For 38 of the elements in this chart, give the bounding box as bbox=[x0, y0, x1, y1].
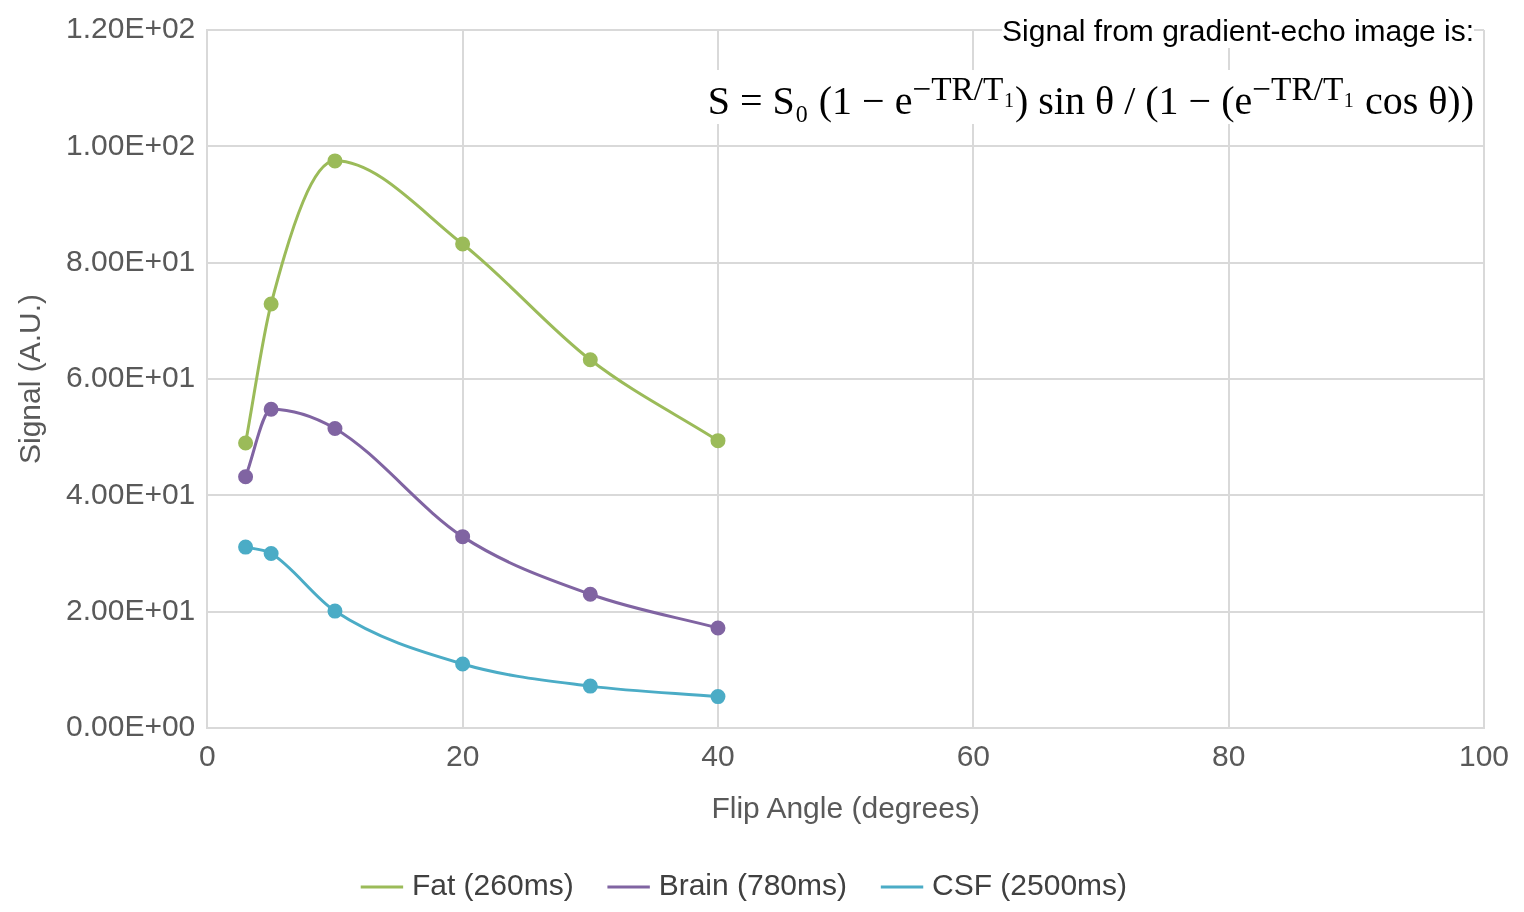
x-tick-label: 100 bbox=[1458, 739, 1510, 773]
point bbox=[263, 296, 279, 312]
x-tick-label: 0 bbox=[198, 739, 216, 773]
point bbox=[710, 433, 726, 449]
point bbox=[263, 401, 279, 417]
x-tick-label: 40 bbox=[701, 739, 735, 773]
point bbox=[710, 620, 726, 636]
point bbox=[455, 529, 471, 545]
annotation: S = S₀ (1 − e$^{−TR/T₁}$) sin θ / (1 − (e$^{−TR/T₁}$ cos θ)) bbox=[707, 70, 1474, 125]
legend-label: CSF (2500ms) bbox=[932, 868, 1128, 902]
point bbox=[582, 352, 598, 368]
point bbox=[238, 435, 254, 451]
point bbox=[327, 420, 343, 436]
y-tick-label: 6.00E+01 bbox=[65, 360, 196, 394]
y-tick-label: 2.00E+01 bbox=[65, 592, 196, 626]
point bbox=[455, 236, 471, 252]
y-axis-title: Signal (A.U.) bbox=[13, 293, 47, 465]
x-tick-label: 60 bbox=[956, 739, 990, 773]
y-tick-label: 4.00E+01 bbox=[65, 476, 196, 510]
legend-label: Brain (780ms) bbox=[658, 868, 848, 902]
y-tick-label: 0.00E+00 bbox=[65, 709, 196, 743]
point bbox=[582, 586, 598, 602]
legend-label: Fat (260ms) bbox=[411, 868, 574, 902]
point bbox=[455, 656, 471, 672]
point bbox=[263, 546, 279, 561]
point bbox=[238, 469, 254, 485]
point bbox=[238, 539, 254, 555]
y-tick-label: 8.00E+01 bbox=[65, 243, 196, 277]
point bbox=[710, 689, 726, 705]
point bbox=[582, 678, 598, 694]
y-tick-label: 1.00E+02 bbox=[65, 127, 196, 161]
y-tick-label: 1.20E+02 bbox=[65, 11, 196, 45]
point bbox=[327, 603, 343, 619]
x-tick-label: 20 bbox=[445, 739, 480, 773]
x-tick-label: 80 bbox=[1211, 739, 1246, 773]
annotation: Signal from gradient-echo image is: bbox=[1002, 14, 1474, 48]
point bbox=[327, 153, 343, 169]
x-axis-title: Flip Angle (degrees) bbox=[711, 791, 980, 825]
